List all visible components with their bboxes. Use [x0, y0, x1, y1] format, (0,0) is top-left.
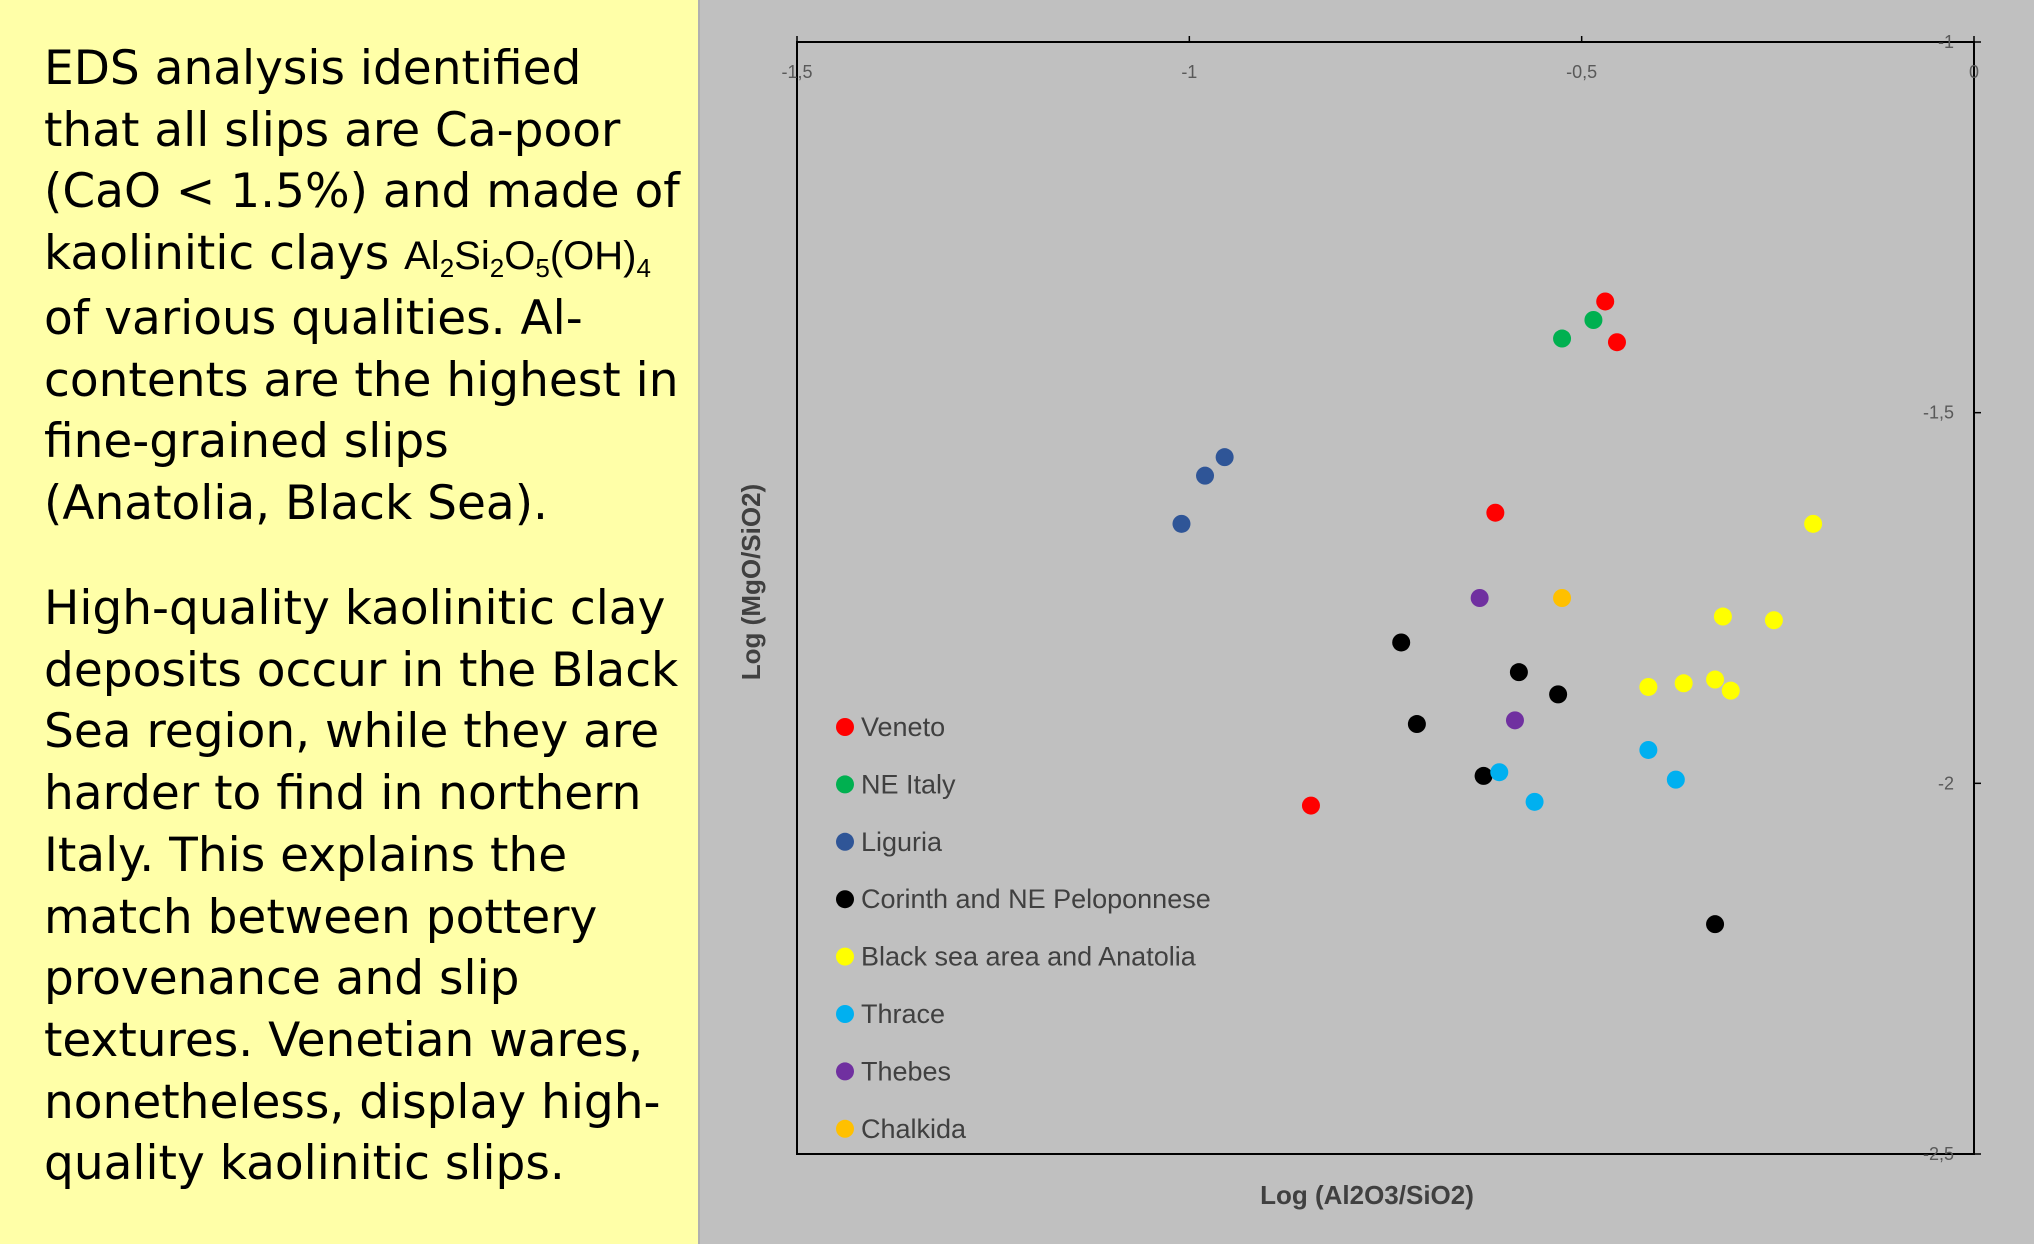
scatter-chart: -1,5 -1 -0,5 0 -1 -1,5 -2 -2,5 Veneto NE Italy L…	[698, 0, 2034, 1244]
x-axis-ticks: -1,5 -1 -0,5 0	[781, 36, 1979, 82]
legend-label-ne-italy: NE Italy	[861, 769, 956, 799]
data-point-ne-italy	[1553, 329, 1572, 348]
data-point-black-sea-area-and-anatolia	[1639, 677, 1658, 696]
y-axis-ticks: -1 -1,5 -2 -2,5	[1923, 32, 1981, 1164]
legend-label-veneto: Veneto	[861, 712, 945, 742]
data-point-veneto	[1486, 503, 1505, 522]
data-point-corinth-and-ne-peloponnese	[1474, 766, 1493, 785]
data-point-liguria	[1196, 466, 1215, 485]
y-tick-label: -1	[1938, 32, 1954, 52]
paragraph-eds-analysis: EDS analysis identified that all slips a…	[44, 38, 684, 535]
y-axis-title: Log (MgO/SiO2)	[736, 484, 766, 680]
legend-label-thrace: Thrace	[861, 999, 945, 1029]
x-tick-label: -0,5	[1566, 62, 1597, 82]
text-panel: EDS analysis identified that all slips a…	[0, 0, 700, 1244]
data-point-corinth-and-ne-peloponnese	[1549, 685, 1568, 704]
data-point-black-sea-area-and-anatolia	[1764, 611, 1783, 630]
legend-marker-ne-italy	[836, 775, 854, 794]
legend-label-thebes: Thebes	[861, 1056, 951, 1086]
paragraph-clay-deposits: High-quality kaolinitic clay deposits oc…	[44, 581, 679, 1192]
legend-label-chalkida: Chalkida	[861, 1114, 967, 1144]
data-point-ne-italy	[1584, 311, 1603, 329]
para1-text-after: of various qualities. Al-contents are th…	[44, 290, 679, 531]
data-point-black-sea-area-and-anatolia	[1706, 670, 1725, 689]
x-axis-title: Log (Al2O3/SiO2)	[1260, 1180, 1474, 1210]
data-point-black-sea-area-and-anatolia	[1713, 607, 1732, 626]
data-points	[1172, 292, 1823, 934]
legend-label-liguria: Liguria	[861, 827, 943, 857]
legend-marker-corinth-and-ne-peloponnese	[836, 890, 854, 909]
legend-label-black-sea-area-and-anatolia: Black sea area and Anatolia	[861, 942, 1197, 972]
data-point-chalkida	[1553, 589, 1572, 607]
data-point-corinth-and-ne-peloponnese	[1706, 915, 1725, 934]
data-point-thebes	[1505, 711, 1524, 730]
data-point-thrace	[1525, 792, 1544, 811]
legend-marker-chalkida	[836, 1119, 854, 1138]
para1-text-before: EDS analysis identified that all slips a…	[44, 41, 680, 282]
data-point-corinth-and-ne-peloponnese	[1392, 633, 1411, 652]
data-point-veneto	[1301, 796, 1320, 815]
legend-marker-thrace	[836, 1005, 854, 1023]
plot-area-border	[796, 41, 1975, 1155]
data-point-thrace	[1666, 770, 1685, 789]
data-point-liguria	[1172, 514, 1191, 533]
kaolinite-formula: Al2Si2O5(OH)4	[404, 234, 651, 284]
data-point-thrace	[1490, 763, 1509, 782]
data-point-veneto	[1596, 292, 1615, 311]
legend-marker-veneto	[836, 718, 854, 736]
data-point-veneto	[1607, 333, 1626, 352]
legend-marker-thebes	[836, 1062, 854, 1081]
legend-marker-liguria	[836, 832, 854, 851]
x-tick-label: 0	[1969, 62, 1979, 82]
x-tick-label: -1	[1181, 62, 1197, 82]
legend-marker-black-sea-area-and-anatolia	[836, 947, 854, 966]
data-point-liguria	[1215, 448, 1234, 467]
data-point-black-sea-area-and-anatolia	[1804, 514, 1823, 533]
data-point-thebes	[1470, 589, 1489, 607]
data-point-thrace	[1639, 740, 1658, 759]
legend-label-corinth-and-ne-peloponnese: Corinth and NE Peloponnese	[861, 884, 1211, 914]
y-tick-label: -2,5	[1923, 1144, 1954, 1164]
data-point-corinth-and-ne-peloponnese	[1407, 715, 1426, 734]
legend: Veneto NE Italy Liguria Corinth and NE Pelo…	[836, 712, 1211, 1144]
data-point-corinth-and-ne-peloponnese	[1509, 663, 1528, 682]
x-tick-label: -1,5	[781, 62, 812, 82]
y-tick-label: -2	[1938, 773, 1954, 793]
chart-svg: -1,5 -1 -0,5 0 -1 -1,5 -2 -2,5 Veneto NE Italy L…	[736, 32, 1981, 1210]
y-tick-label: -1,5	[1923, 403, 1954, 423]
data-point-black-sea-area-and-anatolia	[1721, 681, 1740, 700]
data-point-black-sea-area-and-anatolia	[1674, 674, 1693, 693]
